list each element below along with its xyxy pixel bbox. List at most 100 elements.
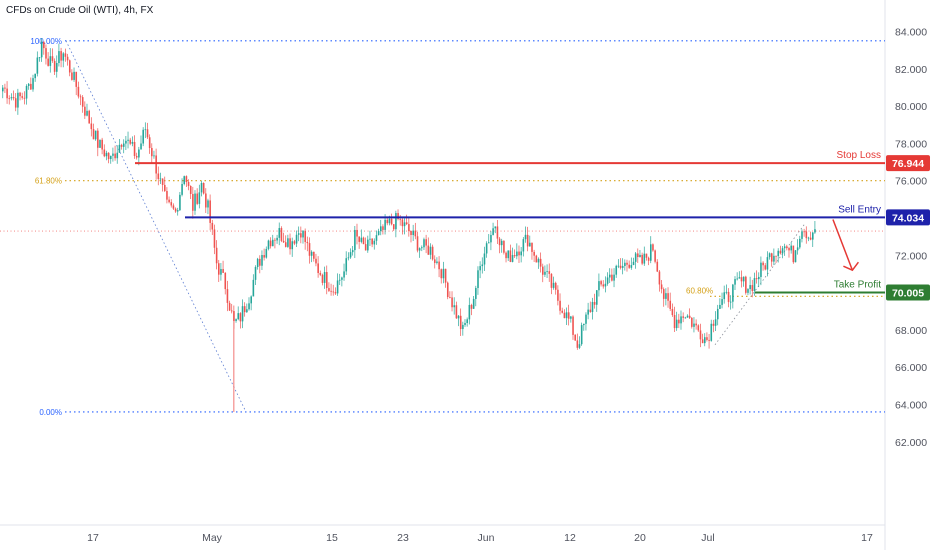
candle-body xyxy=(261,255,263,266)
candle-body xyxy=(455,305,458,319)
candle-body xyxy=(561,310,564,313)
y-tick-label: 62.000 xyxy=(895,437,927,449)
candle-body xyxy=(496,226,499,239)
candle-body xyxy=(21,96,24,98)
candle-body xyxy=(293,241,296,244)
candle-body xyxy=(43,41,45,49)
stop-loss-label: Stop Loss xyxy=(837,150,881,161)
candle-body xyxy=(604,283,607,287)
candle-body xyxy=(529,242,531,247)
candle-body xyxy=(503,240,505,253)
candle-body xyxy=(94,130,97,140)
candle-body xyxy=(630,265,633,268)
candle-body xyxy=(272,239,274,247)
candle-body xyxy=(351,250,354,253)
candle-body xyxy=(449,297,451,298)
candle-body xyxy=(453,305,456,308)
candle-body xyxy=(660,284,663,290)
candle-body xyxy=(230,310,233,312)
take-profit-label: Take Profit xyxy=(834,280,881,291)
candle-body xyxy=(155,155,157,174)
candle-body xyxy=(775,255,777,257)
candle-body xyxy=(684,317,687,319)
candle-body xyxy=(416,236,419,251)
candle-body xyxy=(408,224,410,232)
candle-body xyxy=(466,319,468,324)
candle-body xyxy=(671,308,674,316)
candle-body xyxy=(259,258,261,266)
candle-body xyxy=(596,290,598,305)
candle-body xyxy=(654,250,656,262)
candle-body xyxy=(464,323,466,325)
candle-body xyxy=(32,78,34,90)
candle-body xyxy=(146,129,149,138)
candle-body xyxy=(386,219,389,224)
candle-body xyxy=(14,98,17,108)
candle-body xyxy=(395,213,397,230)
candle-body xyxy=(658,271,661,285)
candle-body xyxy=(343,271,345,278)
candle-body xyxy=(220,269,222,275)
candle-body xyxy=(64,53,67,57)
candle-body xyxy=(27,83,30,86)
candle-body xyxy=(237,313,240,320)
candle-body xyxy=(673,315,676,329)
candle-body xyxy=(131,141,134,144)
candle-body xyxy=(71,72,73,80)
y-tick-label: 68.000 xyxy=(895,325,927,337)
candle-body xyxy=(118,144,121,153)
candle-body xyxy=(578,344,581,348)
candle-body xyxy=(675,319,678,329)
candle-body xyxy=(315,258,317,264)
candle-body xyxy=(440,269,443,279)
candle-body xyxy=(306,241,309,244)
candle-body xyxy=(250,296,252,304)
candle-body xyxy=(45,48,47,59)
candle-body xyxy=(49,56,52,66)
candle-body xyxy=(241,306,244,322)
candle-body xyxy=(194,193,196,211)
candle-body xyxy=(310,251,313,256)
candle-body xyxy=(90,123,93,130)
candle-body xyxy=(410,231,412,235)
candle-body xyxy=(520,251,522,256)
candle-body xyxy=(729,301,732,303)
candle-body xyxy=(183,176,186,185)
candle-body xyxy=(73,71,75,80)
candle-body xyxy=(418,248,421,251)
candle-body xyxy=(215,247,218,264)
candle-body xyxy=(747,289,749,293)
candle-body xyxy=(576,340,579,348)
candle-body xyxy=(803,231,805,233)
candle-body xyxy=(159,178,162,180)
x-tick-label: 20 xyxy=(634,532,646,544)
candle-body xyxy=(643,253,646,264)
candle-body xyxy=(30,83,32,90)
candle-body xyxy=(699,330,702,340)
candle-body xyxy=(507,250,510,259)
down-arrow-shaft xyxy=(832,219,854,271)
candle-body xyxy=(25,85,28,99)
candle-body xyxy=(341,277,343,280)
candle-body xyxy=(762,262,764,266)
candle-body xyxy=(641,254,643,264)
candle-body xyxy=(267,240,270,249)
candle-body xyxy=(291,241,294,250)
candle-body xyxy=(92,129,95,140)
candle-body xyxy=(224,272,227,290)
candle-body xyxy=(479,266,481,271)
candle-body xyxy=(695,323,697,326)
candle-body xyxy=(330,290,332,292)
candle-body xyxy=(587,309,589,315)
candle-body xyxy=(537,258,540,263)
candle-body xyxy=(133,141,136,156)
candle-body xyxy=(585,314,587,324)
candle-body xyxy=(574,334,576,341)
candle-body xyxy=(760,262,762,277)
candle-body xyxy=(777,250,780,257)
candle-body xyxy=(222,269,224,273)
candle-body xyxy=(807,237,810,239)
candle-body xyxy=(187,182,190,186)
candle-body xyxy=(796,247,799,251)
